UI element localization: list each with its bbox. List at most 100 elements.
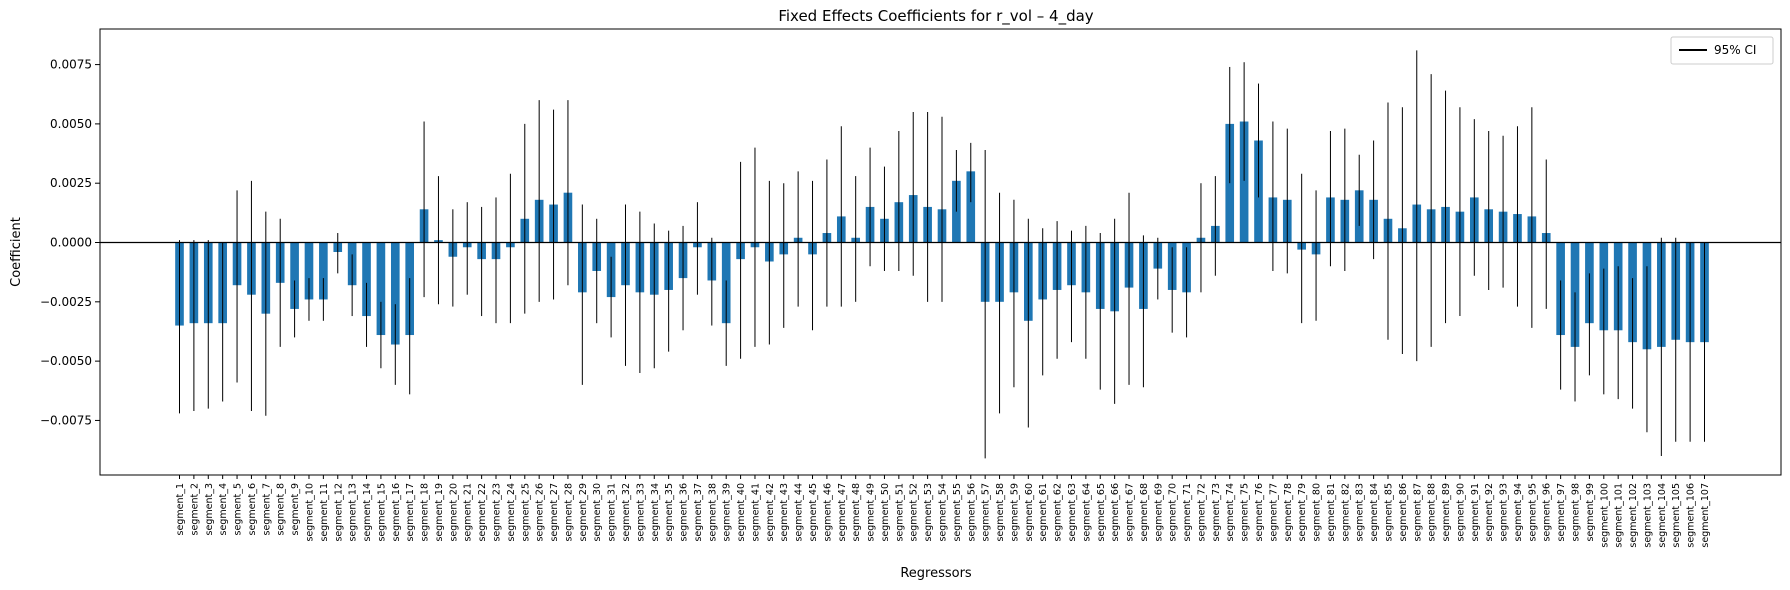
x-tick-label: segment_47 bbox=[837, 483, 848, 542]
x-tick-label: segment_39 bbox=[722, 483, 733, 542]
x-tick-label: segment_43 bbox=[779, 483, 790, 542]
x-tick-label: segment_20 bbox=[448, 483, 459, 542]
chart-title: Fixed Effects Coefficients for r_vol – 4… bbox=[778, 7, 1093, 26]
x-tick-label: segment_52 bbox=[909, 483, 920, 542]
x-tick-label: segment_95 bbox=[1527, 483, 1538, 542]
x-tick-label: segment_32 bbox=[621, 483, 632, 542]
x-tick-label: segment_72 bbox=[1196, 483, 1207, 542]
x-tick-label: segment_42 bbox=[765, 483, 776, 542]
x-tick-label: segment_66 bbox=[1110, 483, 1121, 542]
x-tick-label: segment_84 bbox=[1369, 483, 1380, 542]
x-tick-label: segment_27 bbox=[549, 483, 560, 542]
x-tick-label: segment_107 bbox=[1700, 483, 1711, 548]
x-tick-label: segment_48 bbox=[851, 483, 862, 542]
y-tick-label: 0.0025 bbox=[50, 176, 92, 190]
x-tick-label: segment_71 bbox=[1182, 483, 1193, 542]
bar bbox=[304, 242, 314, 300]
x-tick-label: segment_82 bbox=[1340, 483, 1351, 542]
x-tick-label: segment_24 bbox=[506, 483, 517, 542]
x-tick-label: segment_55 bbox=[952, 483, 963, 542]
legend: 95% CI bbox=[1670, 36, 1774, 65]
x-tick-label: segment_87 bbox=[1412, 483, 1423, 542]
x-tick-label: segment_9 bbox=[290, 483, 301, 535]
x-tick-label: segment_73 bbox=[1211, 483, 1222, 542]
y-axis-label: Coefficient bbox=[9, 217, 24, 287]
x-tick-label: segment_26 bbox=[535, 483, 546, 542]
x-tick-label: segment_65 bbox=[1096, 483, 1107, 542]
x-tick-label: segment_81 bbox=[1326, 483, 1337, 542]
legend-label: 95% CI bbox=[1714, 43, 1756, 57]
x-tick-label: segment_13 bbox=[348, 483, 359, 542]
x-tick-label: segment_97 bbox=[1556, 483, 1567, 542]
x-tick-label: segment_91 bbox=[1470, 483, 1481, 542]
x-tick-label: segment_23 bbox=[492, 483, 503, 542]
x-tick-label: segment_76 bbox=[1254, 483, 1265, 542]
x-tick-label: segment_101 bbox=[1614, 483, 1625, 548]
x-tick-label: segment_16 bbox=[391, 483, 402, 542]
x-tick-label: segment_102 bbox=[1628, 483, 1639, 548]
x-tick-label: segment_7 bbox=[261, 483, 272, 535]
x-tick-label: segment_4 bbox=[218, 483, 229, 535]
x-tick-label: segment_17 bbox=[405, 483, 416, 542]
x-tick-label: segment_98 bbox=[1571, 483, 1582, 542]
x-tick-label: segment_99 bbox=[1585, 483, 1596, 542]
x-tick-label: segment_30 bbox=[592, 483, 603, 542]
x-tick-label: segment_83 bbox=[1355, 483, 1366, 542]
y-tick-label: −0.0075 bbox=[40, 413, 92, 427]
axes-frame bbox=[99, 28, 1782, 476]
x-tick-label: segment_25 bbox=[520, 483, 531, 542]
y-tick-label: 0.0075 bbox=[50, 58, 92, 72]
x-tick-label: segment_90 bbox=[1455, 483, 1466, 542]
x-tick-label: segment_29 bbox=[578, 483, 589, 542]
x-tick-label: segment_67 bbox=[1125, 483, 1136, 542]
x-tick-label: segment_60 bbox=[1024, 483, 1035, 542]
x-tick-label: segment_93 bbox=[1499, 483, 1510, 542]
bar bbox=[319, 242, 328, 300]
x-tick-label: segment_46 bbox=[822, 483, 833, 542]
x-tick-label: segment_1 bbox=[175, 483, 186, 535]
x-tick-label: segment_64 bbox=[1081, 483, 1092, 542]
y-tick-label: −0.0050 bbox=[40, 354, 92, 368]
x-tick-label: segment_22 bbox=[477, 483, 488, 542]
x-tick-label: segment_78 bbox=[1283, 483, 1294, 542]
x-axis-label: Regressors bbox=[900, 566, 972, 581]
x-tick-label: segment_11 bbox=[319, 483, 330, 542]
x-tick-label: segment_50 bbox=[880, 483, 891, 542]
x-tick-label: segment_19 bbox=[434, 483, 445, 542]
x-tick-label: segment_104 bbox=[1657, 483, 1668, 548]
x-tick-label: segment_62 bbox=[1053, 483, 1064, 542]
x-tick-label: segment_106 bbox=[1686, 483, 1697, 548]
bar bbox=[376, 242, 386, 336]
x-tick-label: segment_6 bbox=[247, 483, 258, 535]
x-tick-label: segment_31 bbox=[607, 483, 618, 542]
y-tick-label: −0.0025 bbox=[40, 295, 92, 309]
y-tick-label: 0.0050 bbox=[50, 117, 92, 131]
x-tick-label: segment_33 bbox=[635, 483, 646, 542]
x-tick-label: segment_12 bbox=[333, 483, 344, 542]
x-tick-label: segment_103 bbox=[1642, 483, 1653, 548]
x-tick-label: segment_56 bbox=[966, 483, 977, 542]
x-tick-label: segment_37 bbox=[693, 483, 704, 542]
x-tick-label: segment_61 bbox=[1038, 483, 1049, 542]
bar bbox=[966, 171, 976, 243]
legend-box bbox=[1670, 36, 1774, 65]
x-tick-label: segment_15 bbox=[376, 483, 387, 542]
x-tick-label: segment_86 bbox=[1398, 483, 1409, 542]
x-tick-label: segment_54 bbox=[938, 483, 949, 542]
x-tick-label: segment_80 bbox=[1312, 483, 1323, 542]
x-tick-label: segment_59 bbox=[1009, 483, 1020, 542]
x-tick-label: segment_85 bbox=[1383, 483, 1394, 542]
x-tick-label: segment_57 bbox=[981, 483, 992, 542]
x-tick-label: segment_8 bbox=[276, 483, 287, 535]
x-tick-label: segment_14 bbox=[362, 483, 373, 542]
plot-area: −0.0075 −0.0050 −0.0025 0.0000 0.0025 0.0050 0… bbox=[40, 50, 1781, 548]
x-tick-label: segment_88 bbox=[1427, 483, 1438, 542]
x-tick-label: segment_49 bbox=[866, 483, 877, 542]
x-tick-label: segment_74 bbox=[1225, 483, 1236, 542]
x-tick-label: segment_10 bbox=[304, 483, 315, 542]
x-tick-label: segment_63 bbox=[1067, 483, 1078, 542]
x-tick-label: segment_69 bbox=[1153, 483, 1164, 542]
x-tick-label: segment_45 bbox=[808, 483, 819, 542]
x-tick-label: segment_28 bbox=[563, 483, 574, 542]
